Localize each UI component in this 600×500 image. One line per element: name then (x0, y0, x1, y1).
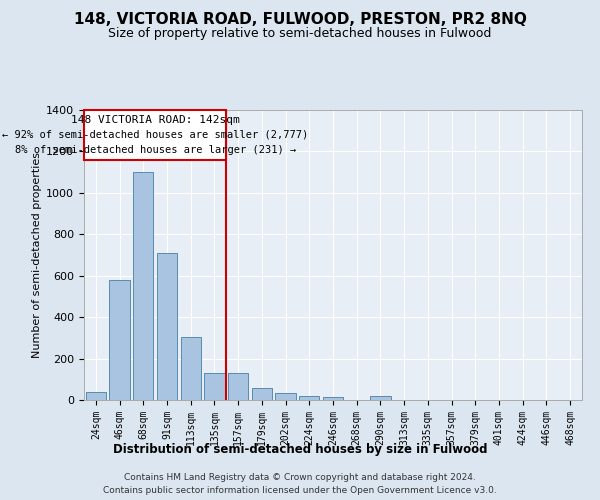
Bar (205, 373, 224, 400)
Bar (133, 172, 154, 400)
Text: Size of property relative to semi-detached houses in Fulwood: Size of property relative to semi-detach… (109, 28, 491, 40)
Bar (275, 393, 296, 400)
Bar (157, 253, 177, 400)
Bar (370, 396, 391, 400)
Text: 8% of semi-detached houses are larger (231) →: 8% of semi-detached houses are larger (2… (14, 145, 296, 155)
Text: Distribution of semi-detached houses by size in Fulwood: Distribution of semi-detached houses by … (113, 442, 487, 456)
Bar (228, 373, 248, 400)
Bar (252, 388, 272, 400)
Bar (299, 396, 319, 400)
Bar (323, 397, 343, 400)
Y-axis label: Number of semi-detached properties: Number of semi-detached properties (32, 152, 42, 358)
Bar (181, 337, 201, 400)
Text: Contains public sector information licensed under the Open Government Licence v3: Contains public sector information licen… (103, 486, 497, 495)
FancyBboxPatch shape (84, 110, 226, 160)
Text: ← 92% of semi-detached houses are smaller (2,777): ← 92% of semi-detached houses are smalle… (2, 130, 308, 140)
Text: Contains HM Land Registry data © Crown copyright and database right 2024.: Contains HM Land Registry data © Crown c… (124, 472, 476, 482)
Bar (86, 392, 106, 400)
Text: 148 VICTORIA ROAD: 142sqm: 148 VICTORIA ROAD: 142sqm (71, 115, 239, 125)
Text: 148, VICTORIA ROAD, FULWOOD, PRESTON, PR2 8NQ: 148, VICTORIA ROAD, FULWOOD, PRESTON, PR… (74, 12, 526, 28)
Bar (109, 280, 130, 400)
